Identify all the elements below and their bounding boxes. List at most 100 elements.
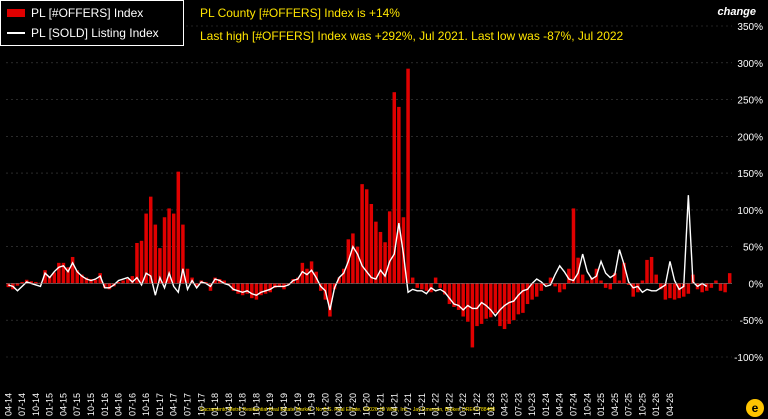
x-tick-label: 01-22: [431, 393, 441, 416]
offers-bar: [383, 242, 387, 284]
x-tick-label: 10-21: [417, 393, 427, 416]
x-tick-label: 07-24: [568, 393, 578, 416]
offers-bar: [305, 268, 309, 284]
x-tick-label: 04-23: [500, 393, 510, 416]
offers-bar: [557, 283, 562, 293]
headline-high-low: Last high [#OFFERS] Index was +292%, Jul…: [200, 29, 624, 43]
y-tick-label: -100%: [734, 353, 763, 364]
offers-bar: [153, 224, 158, 284]
x-tick-label: 01-18: [210, 393, 220, 416]
offers-bar: [640, 280, 645, 284]
offers-bar: [43, 270, 47, 284]
x-tick-label: 07-22: [458, 393, 468, 416]
offers-bar: [447, 283, 452, 305]
offers-bar: [171, 213, 176, 284]
offers-bar: [130, 276, 135, 284]
offers-bar: [47, 276, 52, 284]
x-tick-label: 10-17: [196, 393, 206, 416]
offers-bar: [360, 184, 364, 284]
offers-bar: [466, 283, 470, 322]
offers-bar: [507, 283, 511, 324]
offers-bar: [374, 221, 378, 284]
offers-bar: [268, 283, 272, 293]
offers-bar: [663, 283, 668, 300]
offers-bar: [521, 283, 525, 313]
offers-bar: [240, 283, 245, 296]
x-tick-label: 04-20: [334, 393, 344, 416]
legend-sold-label: PL [SOLD] Listing Index: [31, 26, 159, 40]
x-tick-label: 04-22: [444, 393, 454, 416]
offers-bar: [148, 196, 153, 284]
offers-bar: [659, 283, 663, 290]
x-tick-label: 04-26: [665, 393, 675, 416]
x-tick-label: 07-20: [348, 393, 358, 416]
x-tick-label: 10-25: [637, 393, 647, 416]
offers-bar: [420, 283, 424, 290]
offers-bar: [709, 283, 714, 288]
footer-credit: Sacramento Metro Residential Real Estate…: [200, 407, 495, 413]
offers-bar: [410, 277, 415, 284]
offers-bar: [259, 283, 263, 296]
offers-bar: [80, 274, 84, 284]
offers-bar: [93, 279, 98, 284]
offers-bar: [599, 280, 603, 284]
y-axis-change-label: change: [717, 6, 756, 18]
offers-bar: [534, 283, 539, 297]
offers-bar: [34, 281, 38, 284]
offers-bar: [645, 259, 649, 284]
offers-bar: [498, 283, 502, 327]
y-tick-label: -50%: [740, 316, 763, 327]
x-tick-label: 04-19: [279, 393, 289, 416]
x-tick-label: 01-24: [541, 393, 551, 416]
offers-bar: [617, 280, 622, 284]
offers-bar: [29, 281, 34, 284]
offers-bar: [539, 283, 544, 291]
offers-bar: [89, 279, 93, 284]
offers-bar: [438, 283, 442, 288]
offers-bar: [654, 274, 658, 284]
y-tick-label: 100%: [737, 206, 763, 217]
offers-bar: [38, 282, 43, 284]
offers-bar: [470, 283, 475, 348]
x-tick-label: 07-17: [183, 393, 193, 416]
offers-bar: [351, 233, 355, 284]
x-tick-label: 07-14: [17, 393, 27, 416]
legend-bar-swatch: [7, 9, 25, 17]
x-tick-label: 10-16: [141, 393, 151, 416]
x-tick-label: 01-15: [45, 393, 55, 416]
x-tick-label: 10-23: [527, 393, 537, 416]
y-tick-label: 250%: [737, 96, 763, 107]
offers-bar: [714, 280, 718, 284]
offers-bar: [727, 273, 732, 284]
legend-item-sold: PL [SOLD] Listing Index: [7, 25, 159, 41]
offers-bar: [273, 283, 277, 288]
offers-bar: [590, 277, 594, 284]
offers-bar: [603, 283, 608, 288]
offers-bar: [328, 283, 332, 317]
x-tick-label: 01-17: [155, 393, 165, 416]
y-tick-label: 0%: [749, 279, 764, 290]
offers-bar: [227, 283, 231, 285]
offers-bar: [250, 283, 254, 299]
offers-bar: [723, 283, 727, 293]
offers-bar: [649, 256, 654, 284]
offers-bar: [456, 283, 461, 310]
offers-bar: [631, 283, 635, 297]
offers-bar: [116, 281, 121, 284]
x-tick-label: 04-25: [610, 393, 620, 416]
offers-bar: [475, 283, 479, 327]
offers-bar: [57, 262, 61, 284]
offers-bar: [677, 283, 681, 299]
offers-bar: [461, 283, 465, 317]
offers-bar: [443, 283, 447, 295]
offers-bar: [585, 280, 589, 284]
offers-bar: [397, 106, 401, 284]
offers-bar: [636, 283, 640, 293]
x-tick-label: 04-14: [3, 393, 13, 416]
offers-bar: [236, 283, 240, 294]
offers-bar: [337, 277, 341, 284]
offers-bar: [213, 277, 217, 284]
x-tick-label: 01-20: [320, 393, 330, 416]
sold-listing-line: [8, 195, 708, 317]
